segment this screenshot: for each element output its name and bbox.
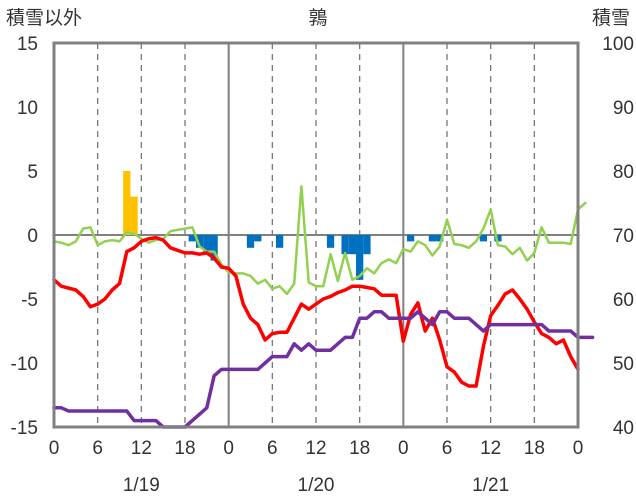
x-tick-label: 6: [92, 438, 103, 459]
chart-title: 鶉: [308, 7, 327, 29]
date-label: 1/19: [123, 475, 160, 496]
x-tick-label: 12: [480, 438, 501, 459]
x-tick-label: 18: [174, 438, 195, 459]
x-tick-label: 12: [131, 438, 152, 459]
left-tick-label: 5: [27, 162, 38, 183]
left-tick-label: -5: [21, 290, 38, 311]
left-axis-title: 積雪以外: [6, 7, 82, 29]
right-tick-label: 90: [613, 98, 634, 119]
negative-bar: [254, 235, 262, 242]
date-label: 1/20: [298, 475, 335, 496]
x-tick-label: 0: [398, 438, 409, 459]
negative-bar: [326, 235, 335, 248]
date-label: 1/21: [472, 475, 509, 496]
negative-bar: [363, 235, 371, 255]
left-tick-label: -10: [11, 354, 38, 375]
negative-bar: [479, 235, 488, 242]
x-tick-label: 0: [49, 438, 60, 459]
x-tick-label: 0: [223, 438, 234, 459]
x-tick-label: 18: [349, 438, 370, 459]
negative-bar: [494, 235, 502, 242]
negative-bar: [195, 235, 204, 248]
negative-bar: [188, 235, 196, 242]
x-axis-ticks: 0 6 12 18 0 6 12 18 0 6 12 18 0: [49, 438, 584, 459]
snowfall-bar: [130, 196, 138, 235]
negative-bar: [406, 235, 415, 242]
left-tick-label: -15: [11, 418, 38, 439]
negative-bar: [436, 235, 444, 242]
right-tick-label: 40: [613, 418, 634, 439]
negative-bar: [210, 235, 218, 261]
negative-bar: [275, 235, 284, 248]
x-tick-label: 18: [524, 438, 545, 459]
x-tick-label: 6: [442, 438, 453, 459]
negative-bar: [428, 235, 437, 242]
negative-bar: [341, 235, 349, 255]
bars-layer: [123, 171, 502, 280]
series-line-3: [52, 310, 595, 429]
series-line-1: [52, 235, 580, 388]
right-tick-label: 80: [613, 162, 634, 183]
left-tick-label: 10: [17, 98, 38, 119]
right-tick-label: 50: [613, 354, 634, 375]
x-tick-label: 12: [305, 438, 326, 459]
right-tick-label: 100: [602, 34, 634, 55]
left-tick-label: 0: [27, 226, 38, 247]
right-tick-label: 70: [613, 226, 634, 247]
date-labels: 1/19 1/20 1/21: [123, 475, 509, 496]
right-axis-ticks: 100 90 80 70 60 50 40: [602, 34, 634, 439]
plot-frame: [52, 41, 580, 429]
negative-bar: [348, 235, 357, 255]
left-tick-label: 15: [17, 34, 38, 55]
left-axis-ticks: 15 10 5 0 -5 -10 -15: [11, 34, 38, 439]
negative-bar: [356, 235, 364, 280]
right-axis-title: 積雪: [592, 7, 630, 29]
x-tick-label: 0: [573, 438, 584, 459]
negative-bar: [246, 235, 255, 248]
snowfall-bar: [123, 171, 131, 235]
x-tick-label: 6: [267, 438, 278, 459]
right-tick-label: 60: [613, 290, 634, 311]
lines-layer: [52, 185, 595, 429]
negative-bar: [203, 235, 211, 255]
